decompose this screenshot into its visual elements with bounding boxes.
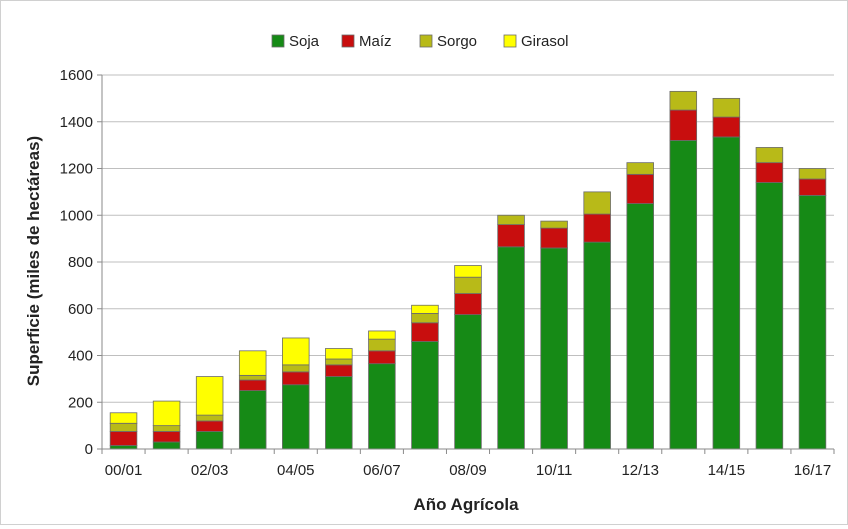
bar-soja-06-07 [368, 363, 396, 450]
bar-maíz-08-09 [454, 293, 482, 315]
bar-soja-13-14 [669, 140, 698, 450]
y-tick-label: 200 [68, 394, 93, 411]
bar-sorgo-05-06 [325, 358, 353, 366]
legend-label-soja: Soja [289, 33, 320, 50]
x-axis-title: Año Agrícola [413, 495, 519, 514]
bar-maíz-04-05 [282, 371, 310, 386]
legend-swatch-soja [271, 34, 285, 48]
bar-maíz-06-07 [368, 350, 396, 365]
y-tick-label: 1200 [60, 161, 93, 178]
bar-soja-16-17 [798, 194, 827, 450]
bar-girasol-00-01 [109, 412, 138, 424]
bars [109, 90, 827, 450]
legend-label-sorgo: Sorgo [437, 33, 477, 50]
y-tick-label: 600 [68, 301, 93, 318]
x-tick-label: 08/09 [449, 462, 487, 479]
bar-sorgo-06-07 [368, 338, 396, 352]
bar-girasol-08-09 [454, 265, 482, 278]
bar-sorgo-11-12 [583, 191, 611, 215]
bar-maíz-02-03 [195, 420, 224, 432]
y-tick-label: 0 [85, 441, 93, 458]
legend-swatch-maíz [341, 34, 355, 48]
bar-sorgo-13-14 [669, 90, 698, 111]
y-tick-label: 400 [68, 348, 93, 365]
x-tick-label: 02/03 [191, 462, 229, 479]
bar-girasol-05-06 [325, 348, 353, 360]
bar-soja-01-02 [152, 441, 181, 450]
bar-girasol-01-02 [152, 400, 181, 427]
bar-sorgo-00-01 [109, 422, 138, 432]
x-tick-label: 00/01 [105, 462, 143, 479]
bar-girasol-03-04 [238, 350, 267, 376]
bar-maíz-00-01 [109, 431, 138, 446]
bar-sorgo-03-04 [238, 374, 267, 381]
bar-maíz-14-15 [712, 116, 741, 138]
bar-girasol-07-08 [411, 304, 439, 314]
bar-soja-00-01 [109, 445, 138, 450]
bar-sorgo-14-15 [712, 97, 741, 118]
legend-label-maíz: Maíz [359, 33, 392, 50]
bar-soja-10-11 [540, 247, 568, 450]
bar-soja-03-04 [238, 390, 267, 450]
bar-girasol-04-05 [282, 337, 310, 366]
legend-swatch-sorgo [419, 34, 433, 48]
bar-maíz-09-10 [497, 224, 525, 248]
legend-swatch-girasol [503, 34, 517, 48]
bar-girasol-02-03 [195, 376, 224, 416]
bar-sorgo-04-05 [282, 364, 310, 373]
bar-sorgo-15-16 [755, 147, 784, 164]
x-tick-label: 14/15 [708, 462, 746, 479]
bar-sorgo-07-08 [411, 313, 439, 324]
bar-soja-07-08 [411, 341, 439, 450]
bar-maíz-13-14 [669, 109, 698, 141]
axes: 0 200 400 600 800 1000 1200 1400 1600 00/01 02/03 0… [60, 67, 835, 479]
bar-sorgo-10-11 [540, 220, 568, 229]
bar-maíz-15-16 [755, 162, 784, 183]
x-tick-label: 16/17 [794, 462, 832, 479]
bar-maíz-12-13 [626, 173, 654, 204]
y-tick-label: 1600 [60, 67, 93, 84]
legend-label-girasol: Girasol [521, 33, 569, 50]
x-tick-label: 06/07 [363, 462, 401, 479]
bar-sorgo-16-17 [798, 168, 827, 180]
bar-soja-14-15 [712, 136, 741, 450]
bar-soja-05-06 [325, 376, 353, 450]
x-tick-label: 10/11 [536, 462, 572, 479]
bar-sorgo-09-10 [497, 214, 525, 225]
bar-soja-08-09 [454, 314, 482, 450]
bar-girasol-06-07 [368, 330, 396, 340]
legend: Soja Maíz Sorgo Girasol [271, 33, 569, 50]
x-tick-label: 12/13 [621, 462, 659, 479]
bar-maíz-16-17 [798, 178, 827, 196]
y-tick-label: 1000 [60, 207, 93, 224]
x-tick-label: 04/05 [277, 462, 315, 479]
bar-maíz-07-08 [411, 322, 439, 342]
bar-soja-02-03 [195, 431, 224, 450]
bar-maíz-10-11 [540, 227, 568, 249]
bar-sorgo-02-03 [195, 414, 224, 422]
bar-soja-12-13 [626, 203, 654, 450]
bar-maíz-03-04 [238, 379, 267, 391]
bar-sorgo-01-02 [152, 425, 181, 432]
bar-sorgo-12-13 [626, 162, 654, 175]
bar-maíz-11-12 [583, 213, 611, 243]
bar-maíz-01-02 [152, 431, 181, 443]
bar-soja-04-05 [282, 384, 310, 450]
bar-soja-09-10 [497, 246, 525, 450]
bar-soja-15-16 [755, 182, 784, 450]
y-tick-label: 1400 [60, 114, 93, 131]
bar-soja-11-12 [583, 241, 611, 450]
y-axis-title: Superficie (miles de hectáreas) [24, 136, 43, 386]
y-tick-label: 800 [68, 254, 93, 271]
bar-sorgo-08-09 [454, 276, 482, 294]
bar-maíz-05-06 [325, 364, 353, 377]
